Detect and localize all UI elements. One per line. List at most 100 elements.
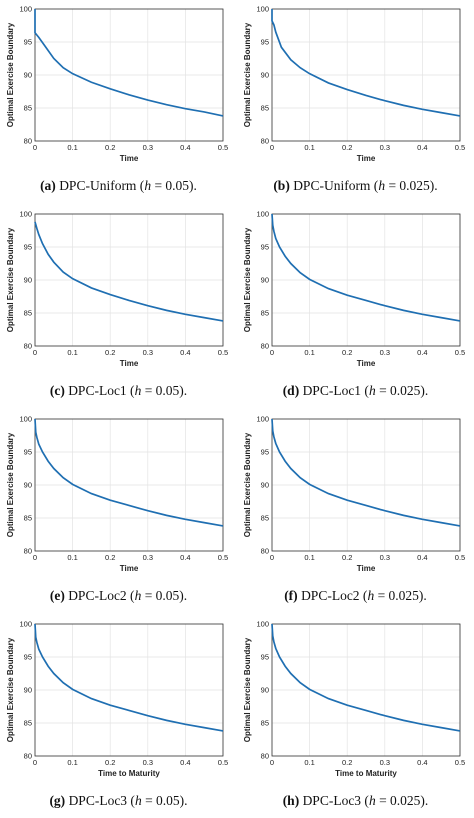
x-tick-label: 0.1 <box>304 143 314 152</box>
x-tick-label: 0.4 <box>417 758 427 767</box>
y-tick-label: 80 <box>24 137 32 146</box>
y-tick-label: 95 <box>261 448 269 457</box>
series-line <box>34 9 224 117</box>
y-tick-label: 90 <box>261 71 269 80</box>
series-line <box>271 9 461 117</box>
x-tick-label: 0.1 <box>67 553 77 562</box>
y-tick-label: 80 <box>24 342 32 351</box>
x-tick-label: 0.1 <box>67 143 77 152</box>
plot-frame <box>271 213 461 347</box>
caption-h-value: = 0.025). <box>374 588 427 603</box>
caption-h-symbol: h <box>134 383 142 398</box>
y-tick-label: 90 <box>24 481 32 490</box>
x-tick-label: 0.5 <box>218 758 228 767</box>
x-tick-label: 0.5 <box>455 143 465 152</box>
panel-label: (b) <box>273 178 290 193</box>
caption-h-value: = 0.05). <box>151 178 197 193</box>
y-tick-label: 95 <box>261 38 269 47</box>
x-tick-label: 0.3 <box>143 553 153 562</box>
chart-svg: 0 0.1 0.2 0.3 0.4 0.5 80 85 90 95 100 Time Optimal E… <box>243 210 465 368</box>
y-tick-label: 95 <box>24 448 32 457</box>
chart-panel: 0 0.1 0.2 0.3 0.4 0.5 80 85 90 95 100 Time to Matur… <box>237 615 474 818</box>
panel-caption: (f) DPC-Loc2 (h = 0.025). <box>237 588 474 610</box>
y-tick-label: 90 <box>261 276 269 285</box>
caption-h-value: = 0.05). <box>141 793 188 808</box>
y-tick-label: 100 <box>19 5 32 14</box>
series-line <box>271 213 461 322</box>
y-tick-label: 100 <box>256 210 269 219</box>
caption-h-symbol: h <box>134 588 142 603</box>
caption-text: DPC-Loc1 ( <box>299 383 369 398</box>
y-tick-label: 95 <box>261 653 269 662</box>
y-tick-label: 80 <box>24 547 32 556</box>
x-tick-label: 0.2 <box>105 348 115 357</box>
y-tick-label: 100 <box>19 620 32 629</box>
series-line <box>34 418 224 527</box>
x-tick-label: 0.3 <box>143 143 153 152</box>
chart-svg: 0 0.1 0.2 0.3 0.4 0.5 80 85 90 95 100 Time to Matur… <box>6 620 228 778</box>
y-tick-label: 90 <box>261 686 269 695</box>
y-tick-label: 90 <box>261 481 269 490</box>
panel-caption: (a) DPC-Uniform (h = 0.05). <box>0 178 237 200</box>
x-tick-label: 0.2 <box>105 553 115 562</box>
y-tick-label: 85 <box>261 104 269 113</box>
panel-label: (e) <box>49 588 65 603</box>
y-tick-label: 85 <box>261 514 269 523</box>
y-tick-label: 100 <box>256 620 269 629</box>
chart-panel: 0 0.1 0.2 0.3 0.4 0.5 80 85 90 95 100 Time Optimal E… <box>237 0 474 203</box>
caption-text: DPC-Loc3 ( <box>65 793 135 808</box>
y-tick-label: 95 <box>24 38 32 47</box>
x-tick-label: 0.2 <box>105 758 115 767</box>
chart-svg: 0 0.1 0.2 0.3 0.4 0.5 80 85 90 95 100 Time Optimal E… <box>243 415 465 573</box>
y-tick-label: 80 <box>261 752 269 761</box>
x-tick-label: 0.1 <box>304 348 314 357</box>
x-tick-label: 0.5 <box>455 553 465 562</box>
x-tick-label: 0.1 <box>304 553 314 562</box>
caption-h-value: = 0.025). <box>375 383 429 398</box>
x-tick-label: 0.4 <box>417 348 427 357</box>
x-tick-label: 0.3 <box>143 758 153 767</box>
caption-h-symbol: h <box>144 178 152 193</box>
x-tick-label: 0 <box>33 143 37 152</box>
caption-h-symbol: h <box>368 383 376 398</box>
x-tick-label: 0.5 <box>218 553 228 562</box>
y-tick-label: 85 <box>24 104 32 113</box>
series-line <box>271 623 461 732</box>
chart-panel: 0 0.1 0.2 0.3 0.4 0.5 80 85 90 95 100 Time to Matur… <box>0 615 237 818</box>
caption-h-value: = 0.05). <box>141 588 188 603</box>
x-tick-label: 0.2 <box>342 758 352 767</box>
plot-frame <box>34 213 224 347</box>
x-tick-label: 0 <box>270 553 274 562</box>
y-axis-label: Optimal Exercise Boundary <box>6 432 15 537</box>
x-tick-label: 0.4 <box>417 143 427 152</box>
x-tick-label: 0 <box>33 758 37 767</box>
x-tick-label: 0.4 <box>180 553 190 562</box>
panel-label: (g) <box>49 793 66 808</box>
chart-panel: 0 0.1 0.2 0.3 0.4 0.5 80 85 90 95 100 Time Optimal E… <box>0 205 237 408</box>
x-tick-label: 0.3 <box>380 348 390 357</box>
x-tick-label: 0 <box>270 143 274 152</box>
x-tick-label: 0.3 <box>380 143 390 152</box>
x-axis-label: Time <box>357 359 376 368</box>
x-tick-label: 0 <box>33 348 37 357</box>
y-tick-label: 85 <box>24 309 32 318</box>
x-tick-label: 0.3 <box>143 348 153 357</box>
x-tick-label: 0 <box>270 758 274 767</box>
y-tick-label: 90 <box>24 71 32 80</box>
panel-label: (a) <box>40 178 56 193</box>
panel-label: (h) <box>282 793 300 808</box>
y-tick-label: 85 <box>261 719 269 728</box>
y-tick-label: 85 <box>24 514 32 523</box>
y-tick-label: 100 <box>19 210 32 219</box>
y-tick-label: 80 <box>261 547 269 556</box>
plot-frame <box>34 8 224 142</box>
y-tick-label: 95 <box>24 653 32 662</box>
y-axis-label: Optimal Exercise Boundary <box>243 637 252 742</box>
x-tick-label: 0 <box>270 348 274 357</box>
x-tick-label: 0.5 <box>218 143 228 152</box>
chart-svg: 0 0.1 0.2 0.3 0.4 0.5 80 85 90 95 100 Time Optimal E… <box>6 415 228 573</box>
x-tick-label: 0.2 <box>105 143 115 152</box>
panel-caption: (e) DPC-Loc2 (h = 0.05). <box>0 588 237 610</box>
chart-panel: 0 0.1 0.2 0.3 0.4 0.5 80 85 90 95 100 Time Optimal E… <box>237 410 474 613</box>
x-tick-label: 0.2 <box>342 553 352 562</box>
